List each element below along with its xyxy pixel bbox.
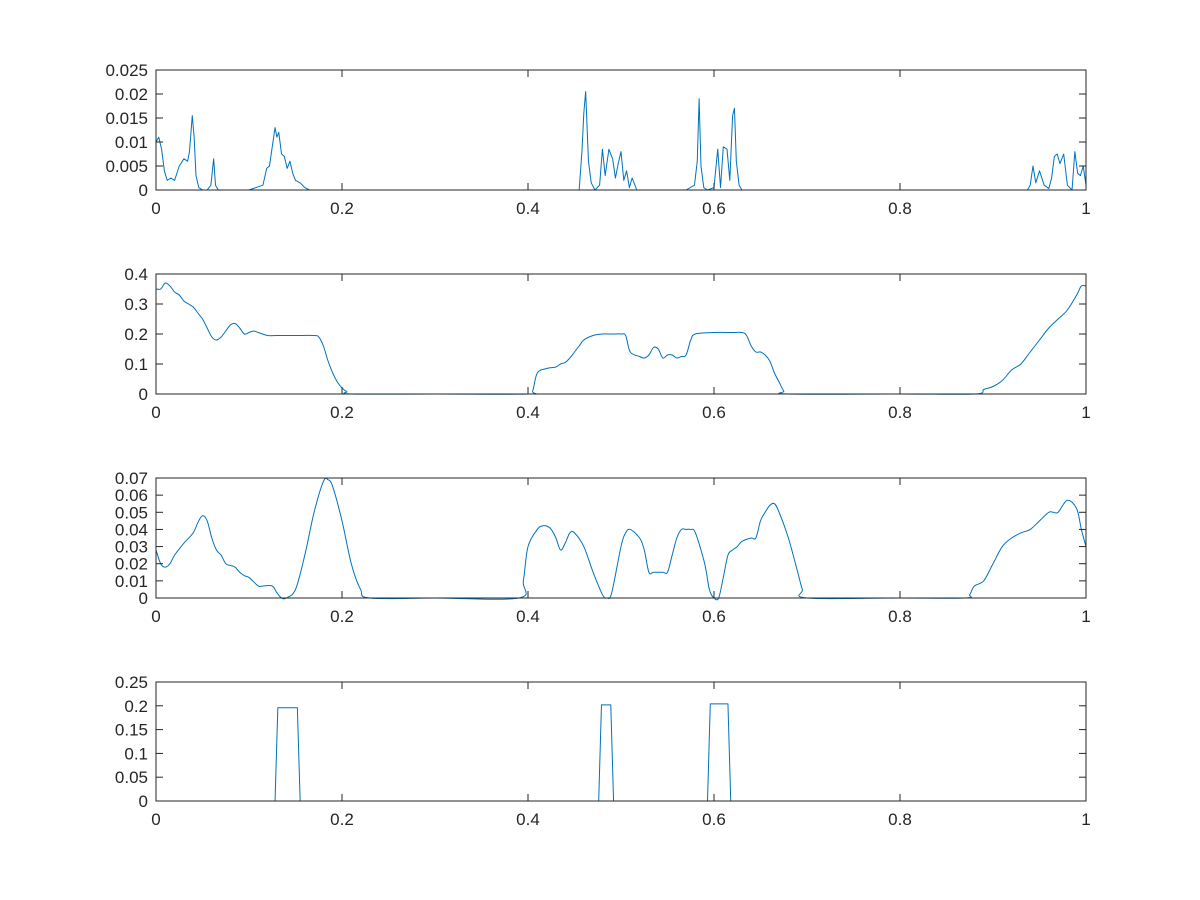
y-tick-label: 0 — [139, 181, 148, 200]
axes-frame — [155, 681, 1087, 802]
y-tick-label: 0.05 — [115, 768, 148, 787]
subplot-1: 0 0.2 0.4 0.6 0.8 1 0 0.005 0.01 0.015 0.02 0.025 — [105, 61, 1090, 218]
y-tick-label: 0.25 — [115, 673, 148, 692]
series-line-1 — [156, 703, 1086, 802]
x-tick-label: 0.4 — [516, 403, 540, 422]
x-tick-label: 0.6 — [702, 810, 726, 829]
x-tick-label: 0.8 — [888, 199, 912, 218]
x-tick-label: 0.4 — [516, 810, 540, 829]
subplot-2: 0 0.2 0.4 0.6 0.8 1 0 0.1 0.2 0.3 0.4 — [124, 265, 1090, 422]
y-tick-label: 0.1 — [124, 355, 148, 374]
y-tick-label: 0 — [139, 385, 148, 404]
x-tick-label: 0.6 — [702, 199, 726, 218]
x-tick-label: 0.6 — [702, 403, 726, 422]
y-tick-label: 0.01 — [115, 572, 148, 591]
y-tick-label: 0.02 — [115, 85, 148, 104]
x-tick-label: 0 — [151, 199, 160, 218]
subplot-3: 0 0.2 0.4 0.6 0.8 1 00.010.020.030.040.050.060… — [115, 469, 1091, 626]
y-tick-label: 0 — [139, 589, 148, 608]
y-tick-label: 0.04 — [115, 520, 148, 539]
y-tick-label: 0.07 — [115, 469, 148, 488]
x-tick-label: 0.4 — [516, 199, 540, 218]
x-tick-label: 0.8 — [888, 403, 912, 422]
y-tick-label: 0.4 — [124, 265, 148, 284]
y-tick-label: 0.03 — [115, 538, 148, 557]
axes-frame — [155, 477, 1087, 599]
y-tick-label: 0.2 — [124, 325, 148, 344]
y-tick-label: 0.005 — [105, 157, 148, 176]
y-tick-label: 0.1 — [124, 744, 148, 763]
x-tick-label: 0.4 — [516, 607, 540, 626]
x-tick-label: 0 — [151, 403, 160, 422]
x-tick-label: 0 — [151, 607, 160, 626]
x-tick-label: 0.2 — [330, 607, 354, 626]
subplot-4: 0 0.2 0.4 0.6 0.8 1 0 0.05 0.1 0.15 0.2 0.25 — [115, 673, 1091, 829]
x-tick-label: 0.6 — [702, 607, 726, 626]
y-tick-label: 0.025 — [105, 61, 148, 80]
x-tick-label: 0.2 — [330, 810, 354, 829]
x-tick-label: 0 — [151, 810, 160, 829]
x-tick-label: 0.8 — [888, 810, 912, 829]
x-tick-label: 1 — [1081, 199, 1090, 218]
y-tick-label: 0.06 — [115, 486, 148, 505]
x-tick-label: 0.8 — [888, 607, 912, 626]
y-tick-label: 0 — [139, 792, 148, 811]
y-tick-label: 0.2 — [124, 697, 148, 716]
y-tick-label: 0.02 — [115, 555, 148, 574]
y-tick-label: 0.15 — [115, 721, 148, 740]
y-tick-label: 0.015 — [105, 109, 148, 128]
x-tick-label: 1 — [1081, 810, 1090, 829]
series-line-1 — [155, 91, 1087, 191]
axes-frame — [155, 69, 1087, 191]
y-tick-label: 0.3 — [124, 295, 148, 314]
x-tick-label: 0.2 — [330, 199, 354, 218]
x-tick-label: 1 — [1081, 403, 1090, 422]
x-tick-label: 0.2 — [330, 403, 354, 422]
y-tick-label: 0.05 — [115, 503, 148, 522]
y-tick-label: 0.01 — [115, 133, 148, 152]
x-tick-label: 1 — [1081, 607, 1090, 626]
